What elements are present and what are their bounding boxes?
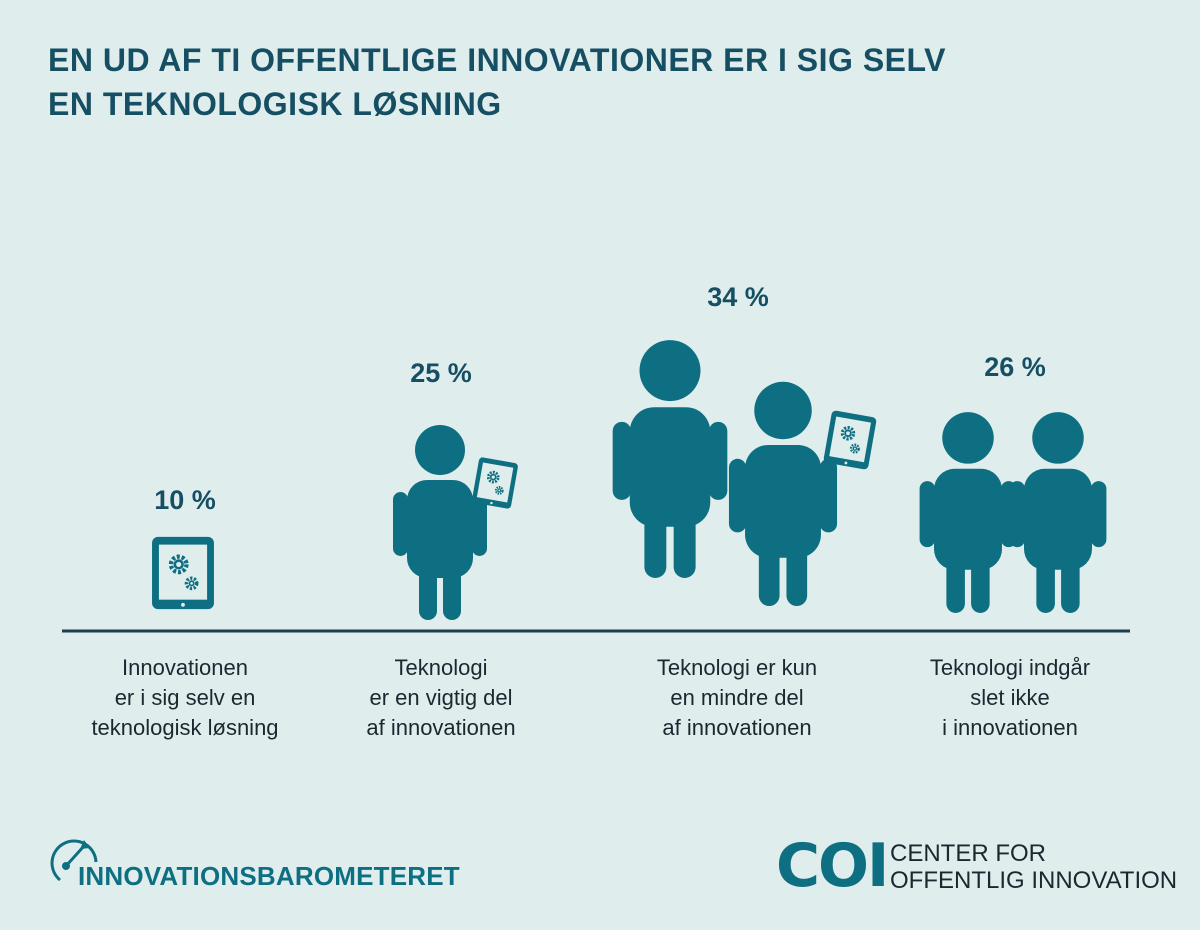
- category-label-3: Teknologi er kun en mindre del af innova…: [607, 653, 867, 743]
- category-label-4-line-2: slet ikke: [970, 685, 1050, 710]
- category-label-3-line-2: en mindre del: [670, 685, 804, 710]
- barometer-icon: [50, 839, 98, 882]
- value-label-1: 10 %: [154, 485, 216, 515]
- category-label-3-line-3: af innovationen: [662, 715, 812, 740]
- person-and-person-with-tablet-icon: [612, 340, 879, 606]
- coi-logo-line-1: CENTER FOR: [890, 840, 1046, 867]
- coi-logo-text: CENTER FOR OFFENTLIG INNOVATION: [890, 840, 1177, 894]
- value-label-3: 34 %: [707, 282, 769, 312]
- chart-title: EN UD AF TI OFFENTLIGE INNOVATIONER ER I…: [48, 38, 1148, 126]
- category-label-4-line-1: Teknologi indgår: [929, 655, 1091, 680]
- value-label-4: 26 %: [984, 352, 1046, 382]
- person-with-tablet-icon: [393, 425, 520, 620]
- category-label-4-line-3: i innovationen: [942, 715, 1078, 740]
- category-label-2-line-1: Teknologi: [394, 655, 488, 680]
- category-label-1-line-1: Innovationen: [122, 655, 248, 680]
- category-label-2-line-2: er en vigtig del: [369, 685, 513, 710]
- two-persons-icon: [919, 412, 1107, 613]
- innovationsbarometeret-logo: INNOVATIONSBAROMETERET: [78, 861, 460, 891]
- category-label-2: Teknologi er en vigtig del af innovation…: [311, 653, 571, 743]
- value-label-2: 25 %: [410, 358, 472, 388]
- category-label-1-line-2: er i sig selv en: [114, 685, 256, 710]
- tablet-gears-icon: [152, 537, 214, 609]
- category-label-3-line-1: Teknologi er kun: [656, 655, 818, 680]
- category-label-4: Teknologi indgår slet ikke i innovatione…: [880, 653, 1140, 743]
- category-label-2-line-3: af innovationen: [366, 715, 516, 740]
- category-label-1-line-3: teknologisk løsning: [91, 715, 279, 740]
- coi-logo: COI: [776, 831, 889, 901]
- title-line-1: EN UD AF TI OFFENTLIGE INNOVATIONER ER I…: [48, 42, 947, 78]
- title-line-2: EN TEKNOLOGISK LØSNING: [48, 86, 502, 122]
- category-label-1: Innovationen er i sig selv en teknologis…: [55, 653, 315, 743]
- coi-logo-line-2: OFFENTLIG INNOVATION: [890, 867, 1178, 894]
